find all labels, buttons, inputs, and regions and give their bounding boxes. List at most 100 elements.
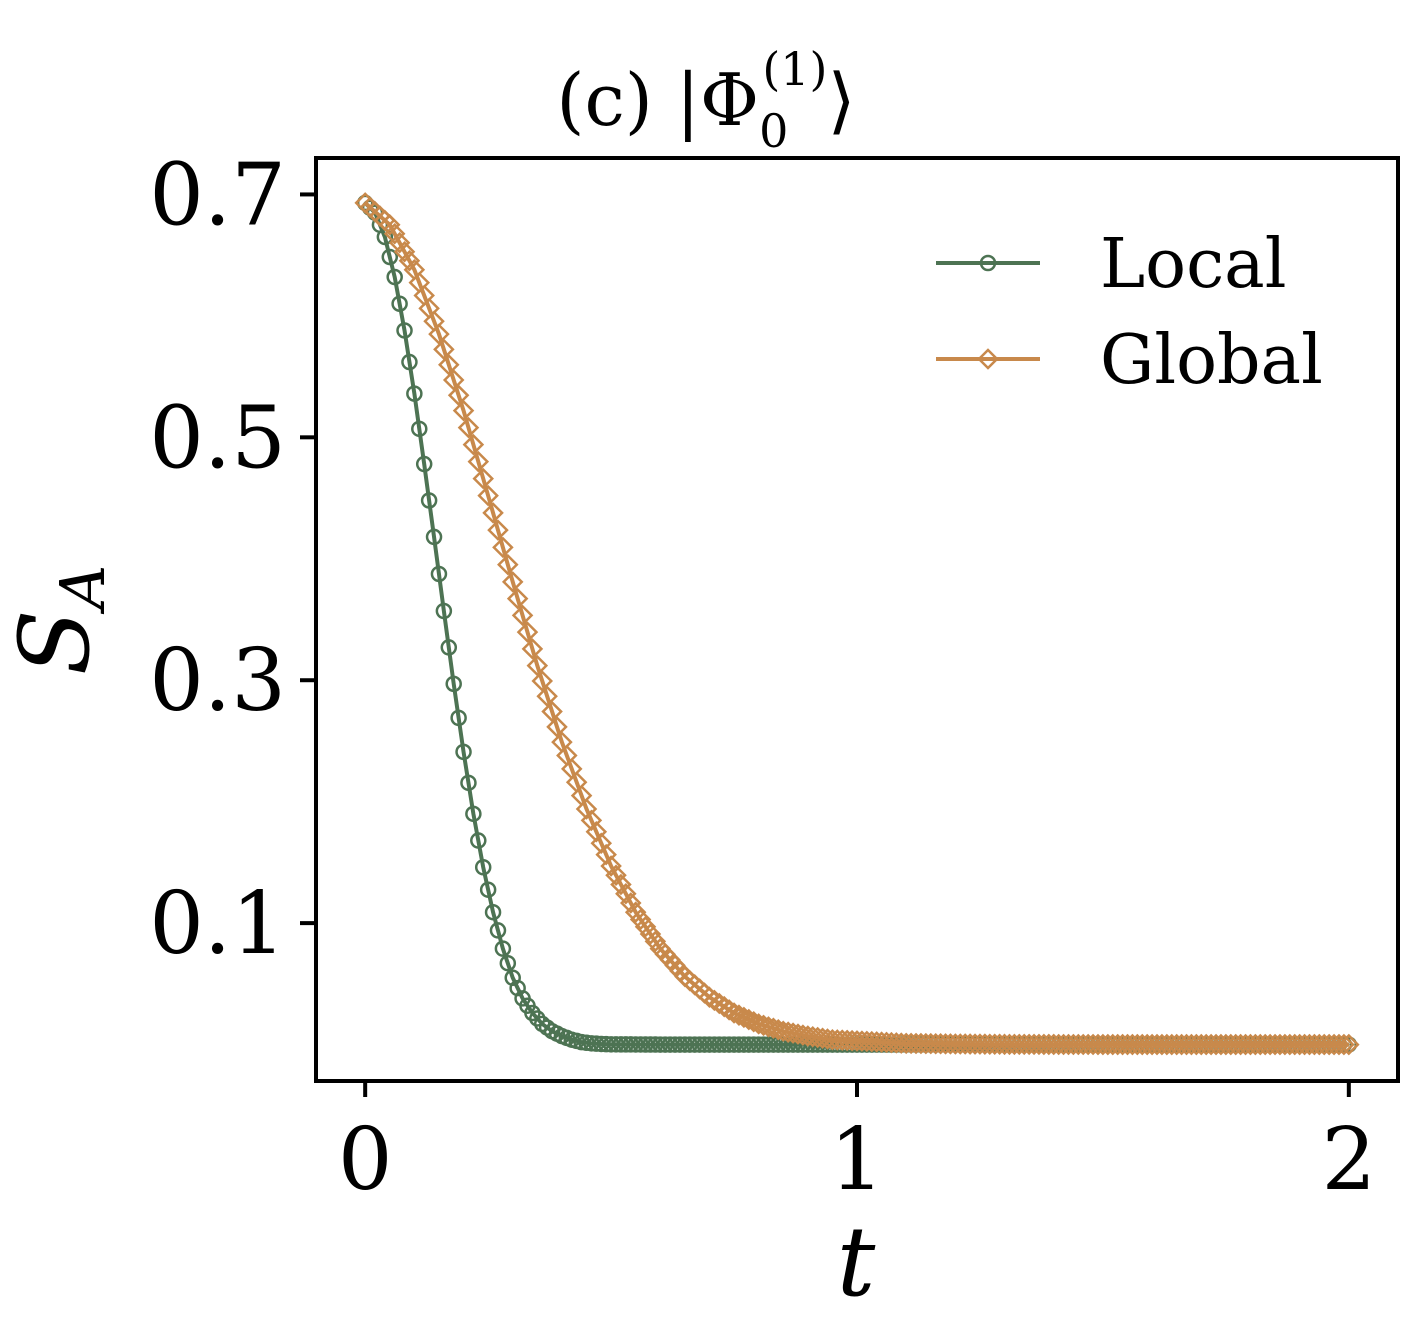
data-point (415, 455, 433, 473)
data-point (383, 223, 406, 245)
data-point (998, 1033, 1021, 1056)
data-point (516, 621, 539, 643)
data-point (420, 492, 438, 509)
data-point (447, 384, 470, 407)
x-tick-label: 2 (1321, 1110, 1376, 1210)
data-point (1220, 1033, 1242, 1056)
data-point (1052, 1033, 1075, 1056)
data-point (1195, 1033, 1217, 1056)
data-point (993, 1033, 1016, 1056)
data-point (1175, 1033, 1198, 1056)
data-point (445, 675, 462, 693)
data-point (1333, 1033, 1355, 1056)
data-point (497, 553, 519, 576)
data-point (1018, 1033, 1040, 1056)
data-point (959, 1033, 981, 1055)
data-point (944, 1033, 967, 1055)
data-point (1288, 1033, 1311, 1056)
data-point (1269, 1033, 1291, 1056)
data-point (425, 528, 443, 546)
legend-label: Global (1100, 321, 1323, 400)
data-point (1042, 1033, 1065, 1056)
data-point (499, 954, 517, 972)
data-point (934, 1033, 957, 1055)
legend-marker (977, 348, 999, 370)
data-point (723, 1002, 745, 1024)
data-point (1244, 1033, 1267, 1056)
data-point (411, 420, 428, 438)
data-point (910, 1032, 932, 1055)
data-point (401, 353, 418, 371)
data-point (1180, 1033, 1203, 1056)
data-point (531, 670, 554, 692)
y-tick-label: 0.3 (149, 631, 286, 731)
data-point (465, 805, 482, 823)
data-point (969, 1033, 991, 1055)
data-point (1151, 1033, 1173, 1056)
data-point (1047, 1033, 1070, 1056)
data-point (442, 369, 465, 391)
data-point (1190, 1033, 1213, 1056)
data-point (477, 484, 499, 507)
data-point (605, 864, 627, 887)
data-point (489, 922, 507, 939)
data-point (733, 1006, 755, 1029)
data-point (974, 1033, 996, 1055)
data-point (629, 908, 652, 931)
data-point (634, 915, 657, 938)
data-point (924, 1032, 947, 1055)
data-point (438, 353, 460, 376)
title-subscript: 0 (759, 104, 788, 158)
data-point (905, 1032, 927, 1055)
data-point (639, 923, 662, 945)
data-point (541, 700, 563, 723)
data-point (1023, 1033, 1045, 1056)
data-point (484, 903, 502, 921)
data-point (1111, 1033, 1134, 1056)
data-point (1033, 1033, 1055, 1056)
data-point (939, 1033, 962, 1055)
data-point (494, 940, 512, 957)
data-point (1239, 1033, 1262, 1056)
y-axis-label: SA (0, 565, 119, 676)
data-point (470, 832, 487, 849)
data-point (1101, 1033, 1124, 1056)
data-point (1008, 1033, 1031, 1056)
data-point (1072, 1033, 1095, 1056)
data-point (1141, 1033, 1163, 1056)
data-point (1293, 1033, 1316, 1056)
data-point (521, 638, 544, 660)
data-point (1126, 1033, 1149, 1056)
data-point (600, 855, 622, 877)
data-point (1234, 1033, 1257, 1056)
data-point (1249, 1033, 1272, 1056)
data-point (954, 1033, 976, 1055)
data-point (1264, 1033, 1286, 1056)
data-point (738, 1008, 760, 1031)
x-tick-label: 0 (338, 1110, 393, 1210)
data-point (1283, 1033, 1306, 1056)
data-point (1097, 1033, 1119, 1056)
data-point (624, 901, 647, 923)
data-point (1077, 1033, 1099, 1056)
data-point (1131, 1033, 1154, 1056)
data-point (1210, 1033, 1232, 1056)
chart-title: (c) |Φ0 (1)⟩ (556, 42, 855, 158)
data-point (728, 1004, 750, 1026)
y-label-subscript: A (46, 565, 119, 615)
data-point (536, 685, 558, 708)
title-superscript: (1) (762, 42, 827, 96)
data-point (983, 1033, 1006, 1056)
data-point (619, 892, 642, 914)
data-point (381, 248, 399, 266)
data-point (506, 587, 529, 610)
data-point (379, 214, 401, 236)
data-point (479, 881, 497, 898)
data-point (1274, 1033, 1296, 1056)
data-point (472, 467, 494, 490)
data-point (915, 1032, 937, 1055)
data-point (1323, 1033, 1345, 1056)
title-suffix: ⟩ (828, 58, 856, 142)
data-point (1146, 1033, 1168, 1056)
x-tick-label: 1 (830, 1110, 885, 1210)
